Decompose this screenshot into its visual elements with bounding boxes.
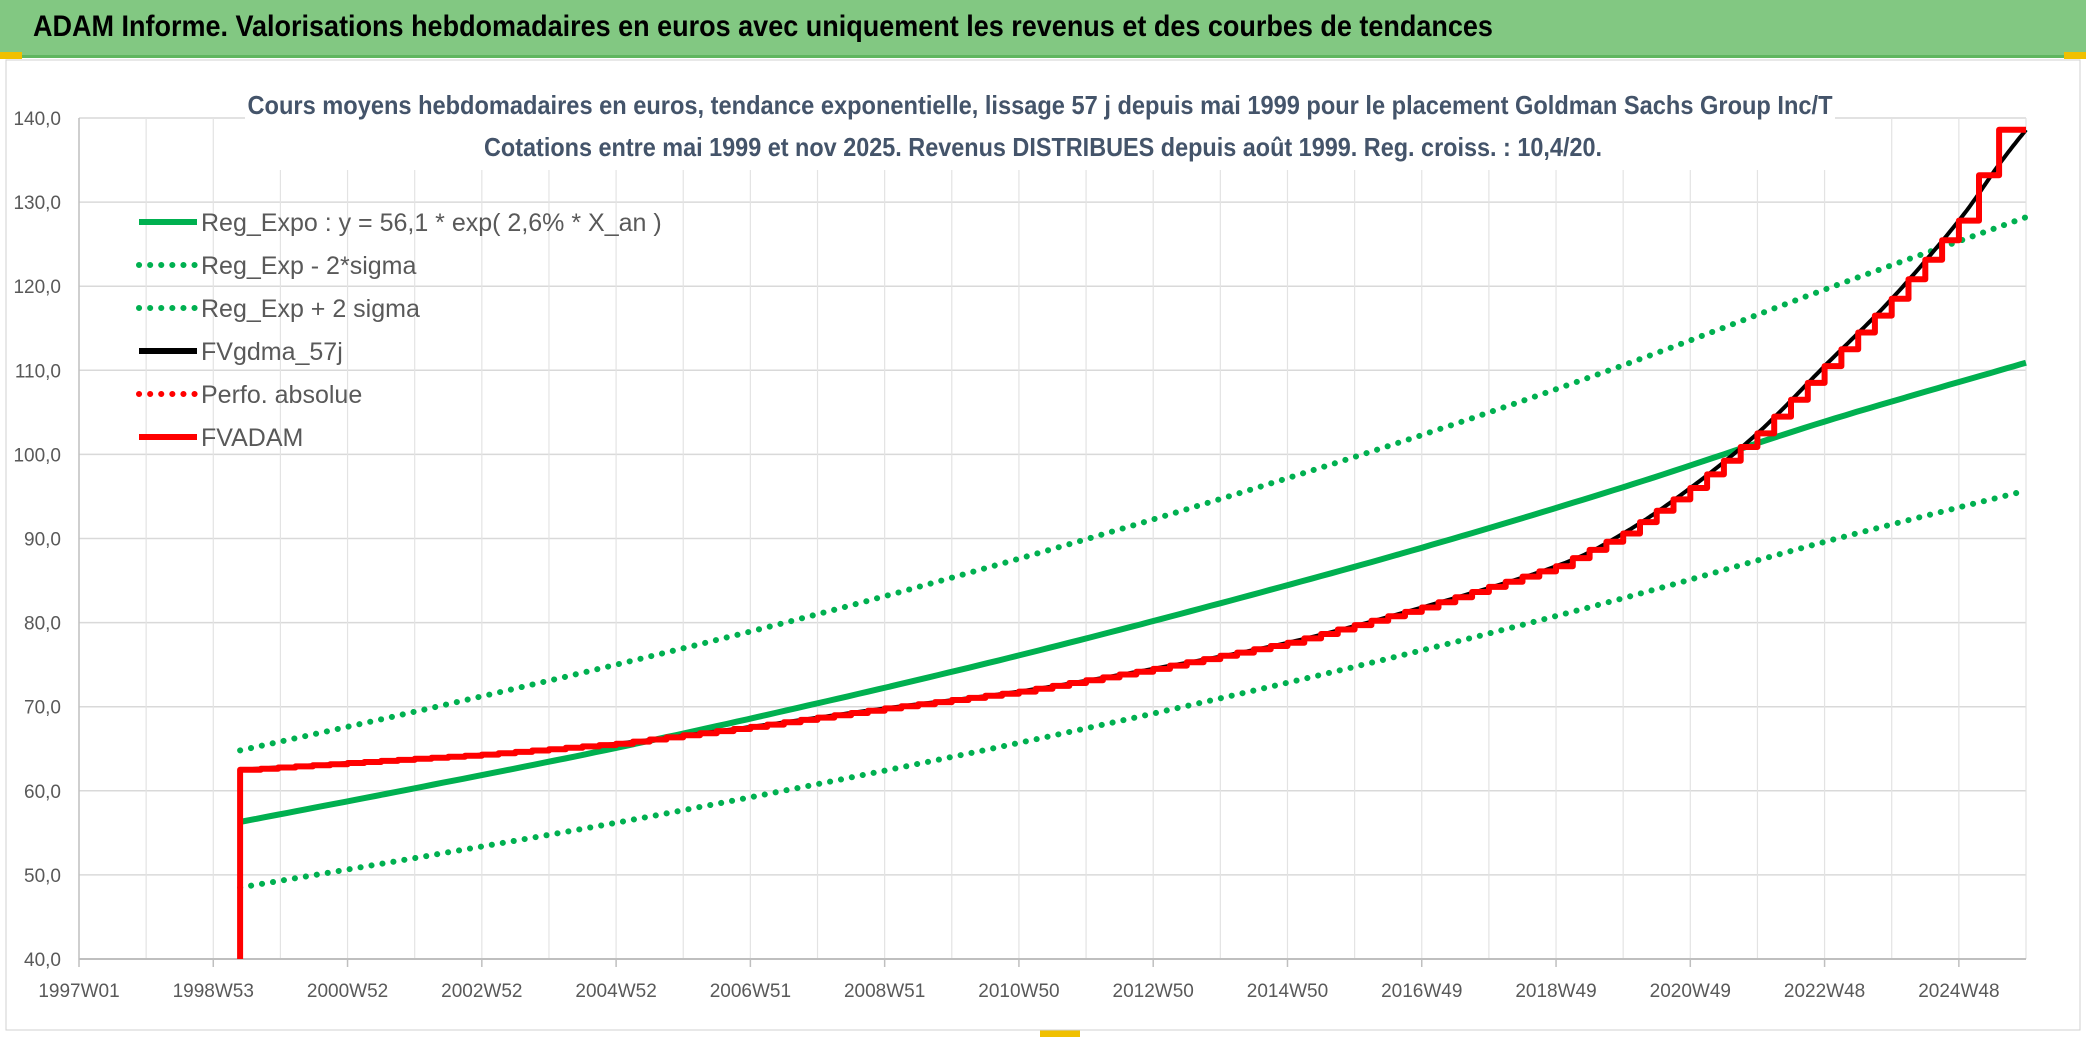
chart-title-line-2: Cotations entre mai 1999 et nov 2025. Re… [484, 132, 1602, 162]
x-tick-label: 1998W53 [173, 981, 254, 1002]
header-banner: ADAM Informe. Valorisations hebdomadaire… [0, 0, 2086, 58]
x-tick-label: 2008W51 [844, 981, 925, 1002]
legend: Reg_Expo : y = 56,1 * exp( 2,6% * X_an )… [136, 209, 662, 452]
legend-label: Perfo. absolue [201, 381, 362, 409]
corner-mark-left [0, 52, 22, 59]
bottom-mark [1040, 1030, 1080, 1037]
legend-label: Reg_Exp - 2*sigma [201, 252, 416, 280]
y-tick-label: 50,0 [24, 866, 61, 887]
x-tick-label: 2020W49 [1650, 981, 1731, 1002]
x-tick-label: 2018W49 [1515, 981, 1596, 1002]
x-tick-labels: 1997W01 1998W53 2000W52 2002W52 2004W52 2006W… [38, 981, 1999, 1002]
y-tick-label: 70,0 [24, 698, 61, 719]
x-tick-label: 2000W52 [307, 981, 388, 1002]
legend-label: FVgdma_57j [201, 338, 343, 366]
x-tick-label: 2004W52 [575, 981, 656, 1002]
y-tick-label: 80,0 [24, 614, 61, 635]
y-tick-label: 40,0 [24, 950, 61, 971]
chart-title-line-1: Cours moyens hebdomadaires en euros, ten… [248, 90, 1833, 120]
series-line-reg-exp-2-sigma [237, 487, 2029, 891]
y-tick-labels: 40,0 50,0 60,0 70,0 80,0 90,0 100,0 110,0 120,0 1… [13, 109, 61, 971]
x-tick-label: 1997W01 [38, 981, 119, 1002]
series-line-fvadam [237, 126, 2026, 959]
y-tick-label: 130,0 [13, 193, 61, 214]
page-title: ADAM Informe. Valorisations hebdomadaire… [33, 10, 1493, 43]
series-lines [237, 126, 2029, 959]
chart-frame [5, 59, 2081, 1031]
x-tick-label: 2024W48 [1918, 981, 1999, 1002]
corner-mark-right [2064, 52, 2086, 59]
legend-label: FVADAM [201, 424, 303, 452]
x-tick-label: 2016W49 [1381, 981, 1462, 1002]
y-tick-label: 90,0 [24, 530, 61, 551]
x-tick-label: 2022W48 [1784, 981, 1865, 1002]
title-backdrop [245, 80, 1835, 170]
axes [78, 118, 2026, 967]
x-tick-label: 2002W52 [441, 981, 522, 1002]
y-tick-label: 100,0 [13, 445, 61, 466]
x-tick-label: 2014W50 [1247, 981, 1328, 1002]
y-tick-label: 60,0 [24, 782, 61, 803]
x-tick-label: 2006W51 [710, 981, 791, 1002]
x-tick-label: 2012W50 [1113, 981, 1194, 1002]
series-line-reg-exp-2-sigma [237, 214, 2029, 754]
y-tick-label: 120,0 [13, 277, 61, 298]
y-tick-label: 110,0 [15, 361, 61, 382]
series-line-reg-expo-y-56-1-exp-2-6-x-an- [239, 359, 2027, 825]
legend-label: Reg_Expo : y = 56,1 * exp( 2,6% * X_an ) [201, 209, 662, 237]
x-tick-label: 2010W50 [978, 981, 1059, 1002]
y-tick-label: 140,0 [13, 109, 61, 130]
legend-label: Reg_Exp + 2 sigma [201, 295, 420, 323]
